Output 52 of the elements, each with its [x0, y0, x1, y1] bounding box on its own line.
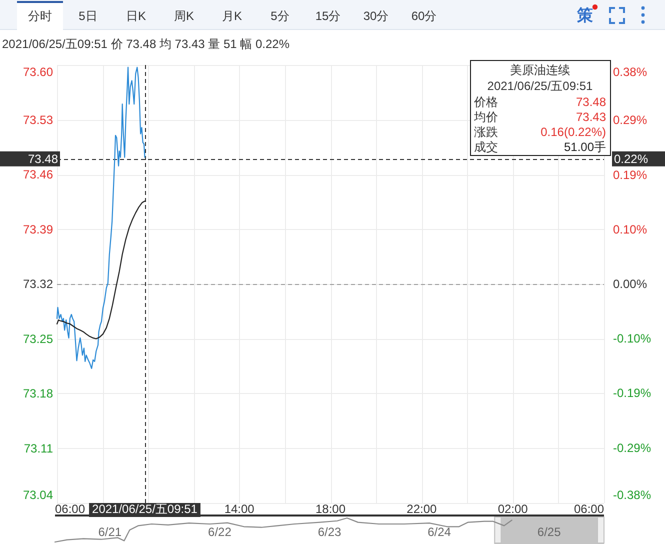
x-tick-label: 02:00 [498, 502, 528, 516]
x-tick-label: 06:00 [574, 502, 604, 516]
text: 日K [126, 9, 146, 23]
crosshair-label-right: 0.22% [612, 151, 665, 166]
y2-tick-label: 0.29% [613, 113, 648, 128]
y-tick-label: 73.32 [22, 277, 54, 291]
annotation: 美原油连续 [510, 63, 570, 77]
annotation: 2021/06/25/五09:51 [487, 79, 594, 93]
y2-tick-label: 0.38% [613, 65, 648, 79]
text: 策 [576, 6, 593, 24]
y2-tick-label: -0.38% [613, 488, 652, 502]
x-tick-label: 6/25 [537, 525, 562, 539]
annotation: 73.43 [576, 110, 606, 124]
y-tick-label: 73.60 [22, 65, 54, 79]
text: 月K [222, 9, 242, 23]
annotation: 涨跌 [474, 125, 498, 139]
y2-tick-label: 0.19% [613, 168, 648, 182]
text: 周K [174, 9, 194, 23]
tab-selected: 分时 [17, 1, 63, 30]
annotation: 73.48 [576, 95, 606, 109]
x-tick-label: 22:00 [406, 502, 438, 516]
x-tick-label: 6/24 [428, 525, 452, 539]
annotation: 成交 [474, 140, 498, 154]
x-tick-label: 6/22 [208, 525, 232, 539]
text: 5日 [78, 9, 98, 23]
chart-subtitle: 2021/06/25/五09:51 价 73.48 均 73.43 量 51 幅 0.22% [2, 37, 290, 51]
x-tick-label: 6/21 [98, 525, 122, 539]
y2-tick-label: -0.10% [613, 331, 652, 346]
y-tick-label: 73.11 [24, 441, 54, 456]
y-tick-label: 73.53 [22, 112, 54, 127]
text: 60分 [411, 9, 437, 23]
x-tick-label: 6/23 [318, 525, 342, 539]
text: 30分 [363, 9, 389, 23]
annotation: 51.00手 [564, 140, 606, 154]
y2-tick-label: -0.29% [613, 440, 652, 455]
x-tick-label: 14:00 [224, 502, 255, 516]
annotation: 0.16(0.22%) [540, 125, 606, 139]
y2-tick-label: 0.00% [613, 277, 648, 291]
y2-tick-label: 0.10% [613, 222, 648, 237]
y-tick-label: 73.46 [22, 168, 54, 182]
y-tick-label: 73.39 [22, 222, 54, 236]
ref-line-label: 73.48 [28, 152, 58, 166]
x-tick-label: 06:00 [55, 502, 86, 516]
annotation: 均价 [473, 110, 498, 124]
y2-tick-label: -0.19% [613, 386, 652, 400]
text: 15分 [315, 9, 341, 23]
y-tick-label: 73.18 [22, 386, 54, 400]
x-tick-label: 18:00 [315, 502, 346, 516]
annotation: 价格 [473, 95, 498, 109]
y-tick-label: 73.25 [22, 332, 54, 346]
text: 5分 [270, 9, 290, 23]
y-tick-label: 73.04 [22, 488, 54, 502]
